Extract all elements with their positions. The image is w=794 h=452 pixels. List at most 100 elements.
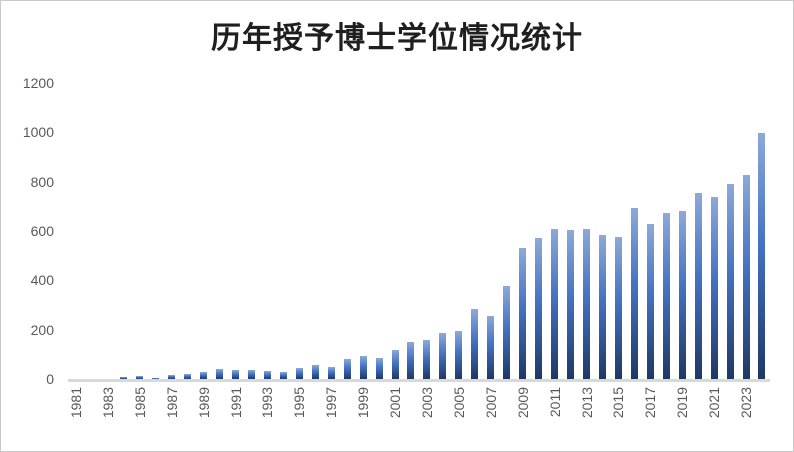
bar-2020 [694, 193, 702, 379]
bar-2016 [630, 208, 638, 379]
bar-2023 [742, 175, 750, 379]
bar-2001 [391, 350, 399, 379]
bar-slot-2009 [515, 83, 531, 379]
x-slot-2003: 2003 [419, 387, 435, 445]
bar-1986 [152, 378, 160, 379]
bar-2015 [614, 237, 622, 379]
x-tick-label: 1981 [68, 387, 84, 419]
bar-slot-2008 [499, 83, 515, 379]
bar-slot-2012 [563, 83, 579, 379]
bar-slot-1992 [243, 83, 259, 379]
bar-slot-1997 [323, 83, 339, 379]
bar-slot-2004 [435, 83, 451, 379]
x-tick-label: 2003 [418, 387, 435, 419]
y-tick-label: 800 [30, 173, 54, 190]
bar-2021 [710, 197, 718, 379]
x-tick-label: 2011 [546, 387, 563, 418]
bar-slot-1981 [68, 83, 84, 379]
y-tick-label: 600 [30, 223, 54, 239]
y-tick-label: 200 [30, 321, 54, 338]
bar-2003 [423, 340, 431, 379]
bar-slot-1998 [339, 83, 355, 379]
bar-slot-2024 [754, 83, 770, 379]
x-tick-label: 1985 [131, 387, 148, 419]
bar-2007 [487, 316, 495, 379]
x-tick-label: 1987 [163, 387, 180, 419]
bar-slot-1999 [355, 83, 371, 379]
x-tick-label: 1991 [227, 387, 244, 419]
x-tick-label: 1993 [259, 387, 276, 419]
y-tick-label: 1200 [22, 75, 54, 91]
y-tick-label: 1000 [22, 124, 54, 141]
x-slot-2006 [467, 387, 483, 445]
bar-1999 [359, 356, 367, 379]
x-slot-2014 [595, 387, 611, 445]
bar-slot-2003 [419, 83, 435, 379]
bar-2004 [439, 333, 447, 379]
bar-2024 [758, 133, 766, 379]
x-slot-2010 [531, 387, 547, 445]
bar-2013 [582, 229, 590, 379]
bar-slot-2001 [387, 83, 403, 379]
bar-slot-2011 [547, 83, 563, 379]
x-slot-2022 [722, 387, 738, 445]
bar-2010 [535, 238, 543, 379]
bar-slot-2021 [706, 83, 722, 379]
x-slot-2001: 2001 [387, 387, 403, 445]
bar-2009 [519, 248, 527, 379]
x-tick-label: 1999 [355, 387, 372, 419]
x-tick-label: 2021 [706, 387, 723, 419]
bar-2014 [598, 235, 606, 379]
bar-slot-1993 [259, 83, 275, 379]
x-slot-1992 [244, 387, 260, 445]
bar-1992 [247, 370, 255, 379]
bar-slot-1985 [132, 83, 148, 379]
x-slot-1986 [148, 387, 164, 445]
bar-slot-1994 [275, 83, 291, 379]
x-tick-label: 1983 [99, 387, 116, 419]
x-slot-1999: 1999 [355, 387, 371, 445]
bar-1988 [184, 374, 192, 379]
x-slot-1988 [180, 387, 196, 445]
y-tick-label: 400 [30, 272, 54, 289]
bar-slot-1990 [212, 83, 228, 379]
x-slot-1994 [275, 387, 291, 445]
x-slot-1996 [307, 387, 323, 445]
x-slot-2013: 2013 [579, 387, 595, 445]
bar-slot-2014 [594, 83, 610, 379]
bar-slot-1986 [148, 83, 164, 379]
chart-title: 历年授予博士学位情况统计 [211, 21, 583, 56]
bar-slot-2023 [738, 83, 754, 379]
x-slot-1989: 1989 [196, 387, 212, 445]
x-tick-label: 2017 [642, 387, 659, 419]
bar-1994 [279, 372, 287, 379]
bar-slot-2016 [626, 83, 642, 379]
bar-2011 [551, 229, 559, 379]
bar-slot-2019 [674, 83, 690, 379]
bar-1984 [120, 377, 128, 379]
x-slot-2017: 2017 [642, 387, 658, 445]
bar-1991 [232, 370, 239, 379]
bar-slot-1987 [164, 83, 180, 379]
bar-slot-1995 [291, 83, 307, 379]
x-tick-label: 2015 [610, 387, 627, 419]
bar-slot-2007 [483, 83, 499, 379]
bar-2018 [662, 213, 670, 379]
bar-2006 [471, 309, 479, 379]
bar-2002 [407, 342, 415, 379]
bar-slot-2010 [531, 83, 547, 379]
x-slot-1982 [84, 387, 100, 445]
bar-slot-2006 [467, 83, 483, 379]
bar-slot-2005 [451, 83, 467, 379]
bar-slot-2017 [642, 83, 658, 379]
x-slot-2008 [499, 387, 515, 445]
bar-1990 [216, 369, 224, 379]
x-tick-label: 2019 [674, 387, 691, 419]
x-tick-label: 2023 [738, 387, 755, 419]
bar-slot-1988 [180, 83, 196, 379]
bar-slot-2020 [690, 83, 706, 379]
x-slot-2000 [371, 387, 387, 445]
bar-slot-2002 [403, 83, 419, 379]
x-slot-2007: 2007 [483, 387, 499, 445]
